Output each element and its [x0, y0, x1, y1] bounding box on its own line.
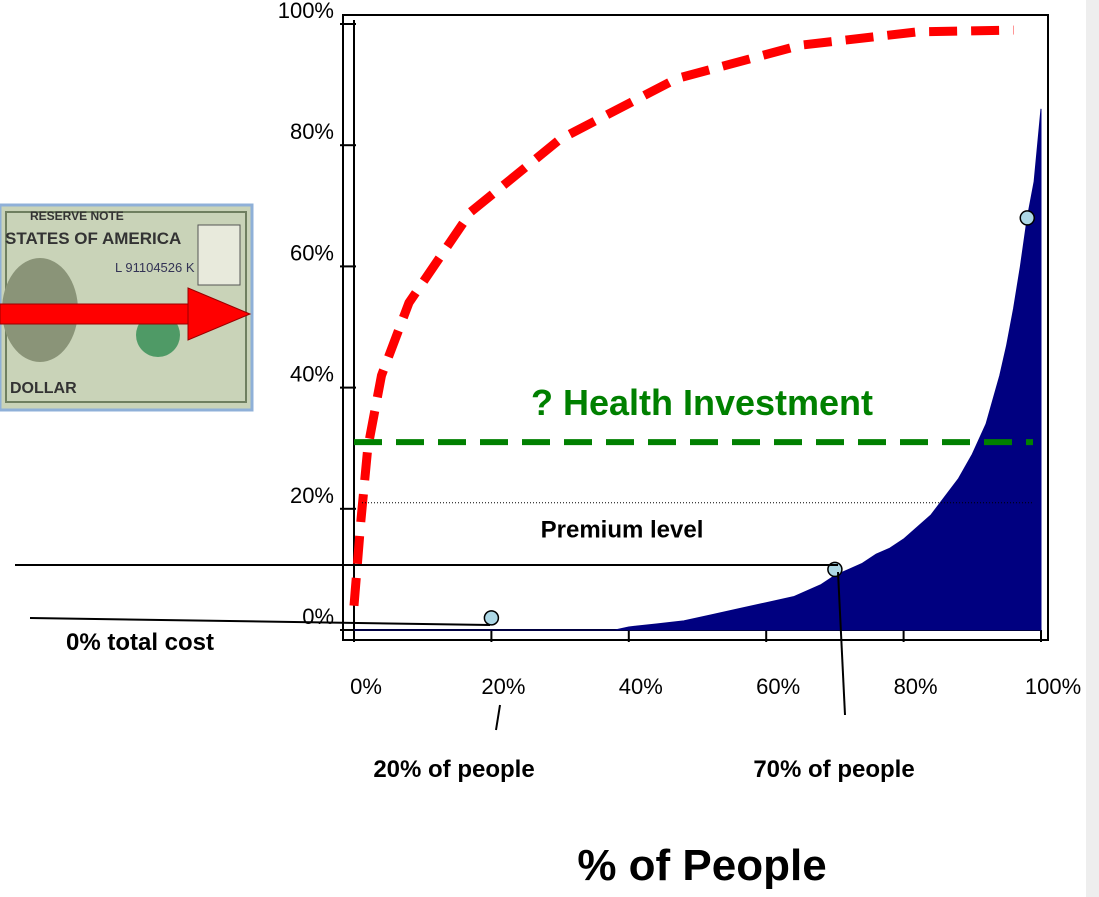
area: [354, 108, 1042, 631]
arrow: [0, 287, 252, 341]
x-tick-label: 80%: [894, 674, 938, 699]
y-tick-label: 60%: [290, 240, 334, 265]
plot-frame: [342, 14, 1049, 641]
bill-corner: [197, 224, 241, 286]
data-point: [483, 610, 500, 626]
leader-line: [495, 704, 501, 731]
y-tick-label: 80%: [290, 119, 334, 144]
side-strip: [1086, 0, 1099, 897]
leader-line: [29, 617, 491, 626]
reference-label: ? Health Investment: [531, 382, 873, 423]
reference-label: Premium level: [541, 517, 704, 544]
x-tick-label: 40%: [619, 674, 663, 699]
y-tick-label: 0%: [302, 604, 334, 629]
y-tick-label: 100%: [278, 0, 334, 23]
x-tick-label: 60%: [756, 674, 800, 699]
data-point: [1019, 210, 1036, 226]
arrow-head: [187, 287, 252, 341]
annotation: 20% of people: [373, 756, 534, 783]
curve: [349, 25, 1014, 607]
x-axis-label: % of People: [577, 841, 826, 890]
arrow-shaft: [0, 303, 191, 325]
bill-text: STATES OF AMERICA: [5, 229, 181, 248]
bill-text: RESERVE NOTE: [30, 209, 124, 223]
x-tick-label: 0%: [350, 674, 382, 699]
annotation: 0% total cost: [66, 629, 214, 656]
x-tick-label: 20%: [481, 674, 525, 699]
x-tick-label: 100%: [1025, 674, 1081, 699]
annotation: 70% of people: [753, 756, 914, 783]
y-tick-label: 40%: [290, 362, 334, 387]
bill-text: DOLLAR: [10, 380, 77, 397]
plot-area: 0% 20% 40% 60% 80% 100% 0% 20% 40% 60% 80% 100% ? He…: [278, 0, 1081, 699]
y-tick-label: 20%: [290, 483, 334, 508]
leader-line: [837, 571, 846, 716]
bill-text: L 91104526 K: [115, 260, 195, 275]
